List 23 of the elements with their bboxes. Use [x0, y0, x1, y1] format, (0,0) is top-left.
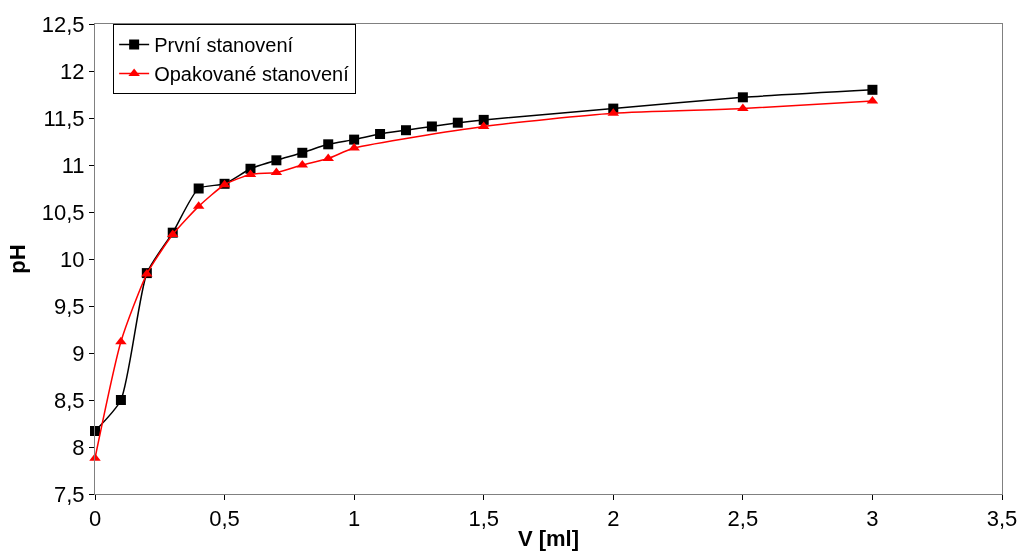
x-tick-label: 1 [348, 506, 361, 532]
y-tick-label: 7,5 [54, 481, 85, 507]
legend-label: Opakované stanovení [154, 63, 350, 86]
y-tick-label: 9,5 [54, 293, 85, 319]
y-tick-label: 8 [72, 434, 85, 460]
y-tick-label: 12 [60, 58, 85, 84]
x-tick-label: 1,5 [468, 506, 500, 532]
x-tick-label: 0 [88, 506, 102, 532]
y-tick-label: 11 [61, 152, 85, 178]
x-tick-label: 2 [607, 506, 620, 532]
x-tick-label: 3,5 [986, 506, 1018, 532]
y-tick-label: 10 [60, 246, 85, 272]
x-axis-title: V [ml] [517, 526, 580, 552]
x-tick-label: 3 [866, 506, 879, 532]
legend-label: První stanovení [154, 34, 294, 57]
y-tick-label: 12,5 [41, 11, 85, 37]
y-axis-title: pH [4, 244, 30, 274]
y-tick-label: 8,5 [54, 387, 85, 413]
y-tick-label: 11,5 [43, 105, 85, 131]
y-tick-label: 9 [72, 340, 85, 366]
x-tick-label: 2,5 [727, 506, 759, 532]
y-tick-label: 10,5 [41, 199, 85, 225]
x-tick-label: 0,5 [209, 506, 240, 532]
